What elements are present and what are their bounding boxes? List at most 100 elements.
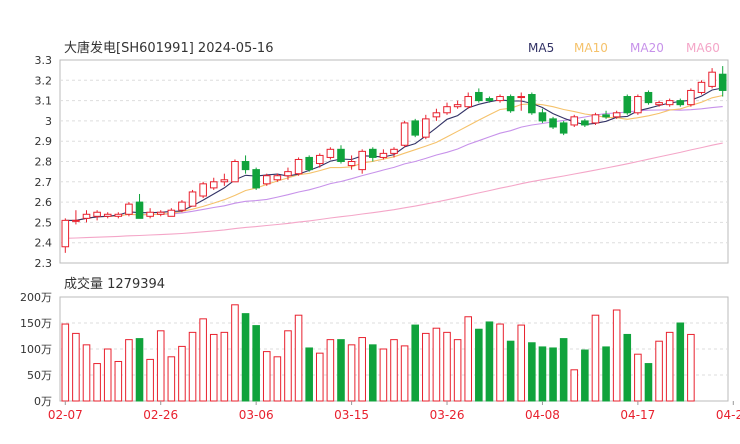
volume-bar-up xyxy=(167,356,176,402)
candle xyxy=(506,94,515,113)
volume-tick-label: 150万 xyxy=(20,317,52,330)
legend-item-ma20: MA20 xyxy=(630,41,664,55)
x-tick-label: 04-08 xyxy=(525,408,560,422)
candle-body-up xyxy=(273,175,282,181)
candle-body-up xyxy=(453,104,462,108)
candle xyxy=(209,177,218,190)
volume-bar-up xyxy=(72,332,80,402)
candle xyxy=(634,94,642,115)
candle-body-up xyxy=(167,209,176,217)
volume-bar-down xyxy=(485,321,494,402)
volume-bar-down xyxy=(602,346,610,402)
candle xyxy=(644,90,653,105)
x-tick-label: 04-17 xyxy=(620,408,655,422)
candle-body-down xyxy=(506,96,515,112)
volume-tick-label: 0万 xyxy=(34,395,52,408)
candle-body-down xyxy=(644,91,653,104)
candle xyxy=(708,68,716,89)
volume-title: 成交量 1279394 xyxy=(64,276,165,292)
candle-body-up xyxy=(199,183,207,197)
volume-bar-up xyxy=(156,330,165,402)
candle xyxy=(390,147,398,158)
candle xyxy=(475,88,483,103)
candle xyxy=(231,159,239,183)
candle-body-up xyxy=(114,213,123,217)
volume-bar-up xyxy=(188,331,197,402)
candle xyxy=(496,94,504,103)
candle-body-down xyxy=(305,156,313,171)
volume-bar-up xyxy=(61,323,70,402)
price-frame xyxy=(59,59,729,264)
volume-bar-up xyxy=(231,304,239,402)
candle xyxy=(411,118,419,138)
volume-bar-up xyxy=(453,339,462,402)
volume-bar-up xyxy=(517,324,526,402)
candle-body-up xyxy=(178,201,186,211)
candle-body-up xyxy=(464,96,473,108)
candle-body-up xyxy=(209,181,218,189)
volume-bar-down xyxy=(538,346,547,402)
candle xyxy=(464,92,473,109)
candle-body-up xyxy=(390,148,398,154)
candle xyxy=(135,193,144,219)
x-tick-label: 03-15 xyxy=(334,408,369,422)
volume-bar-up xyxy=(326,339,335,402)
candle xyxy=(665,98,674,107)
candle xyxy=(538,108,547,123)
x-tick-label: 02-26 xyxy=(143,408,178,422)
price-tick-label: 3.3 xyxy=(35,54,53,67)
candle-body-up xyxy=(400,122,409,146)
candle xyxy=(315,153,324,168)
candle xyxy=(284,167,292,180)
candle-body-down xyxy=(369,148,377,158)
price-tick-label: 3.1 xyxy=(35,95,53,108)
candle-body-up xyxy=(591,114,600,124)
volume-bar-up xyxy=(422,332,430,402)
candle xyxy=(453,100,462,109)
candle-body-down xyxy=(528,94,536,114)
x-tick-label: 04-26 xyxy=(716,408,740,422)
candle xyxy=(623,94,632,115)
price-tick-label: 2.6 xyxy=(35,196,53,209)
volume-tick-label: 50万 xyxy=(27,369,52,382)
candle xyxy=(188,189,197,207)
volume-bar-up xyxy=(209,333,218,402)
volume-bar-up xyxy=(294,314,303,402)
candle-body-up xyxy=(570,116,579,126)
x-tick-label: 03-26 xyxy=(430,408,465,422)
volume-tick-label: 100万 xyxy=(20,343,52,356)
volume-bar-up xyxy=(432,327,441,402)
candle-body-up xyxy=(284,171,292,177)
volume-bar-up xyxy=(146,358,154,402)
candle-body-up xyxy=(697,81,706,93)
volume-bar-up xyxy=(315,352,324,402)
volume-bar-up xyxy=(358,337,366,402)
volume-bar-up xyxy=(655,340,663,402)
volume-bar-up xyxy=(464,316,473,402)
candle xyxy=(369,147,377,162)
candle xyxy=(612,110,621,119)
candle xyxy=(241,155,250,174)
candle-body-up xyxy=(496,96,504,102)
candle-body-down xyxy=(538,112,547,122)
candle xyxy=(432,108,441,121)
candle xyxy=(167,208,176,217)
price-tick-label: 2.9 xyxy=(35,135,53,148)
candle-body-up xyxy=(326,148,335,158)
volume-bar-up xyxy=(570,369,579,402)
chart-title: 大唐发电[SH601991] 2024-05-16 xyxy=(64,40,273,56)
candle xyxy=(146,208,154,219)
candle-body-down xyxy=(676,100,685,106)
legend-item-ma10: MA10 xyxy=(574,41,608,55)
volume-bar-up xyxy=(199,318,207,402)
candle xyxy=(581,118,589,127)
candle xyxy=(443,102,451,115)
date-axis: 02-07 02-26 03-06 03-15 03-26 04-08 04-17 04-26… xyxy=(48,401,740,422)
candle-body-down xyxy=(559,122,568,134)
x-tick-label: 03-06 xyxy=(239,408,274,422)
volume-bar-up xyxy=(103,348,112,402)
candle-body-down xyxy=(581,120,589,126)
candle xyxy=(114,212,123,219)
candle xyxy=(125,202,133,217)
